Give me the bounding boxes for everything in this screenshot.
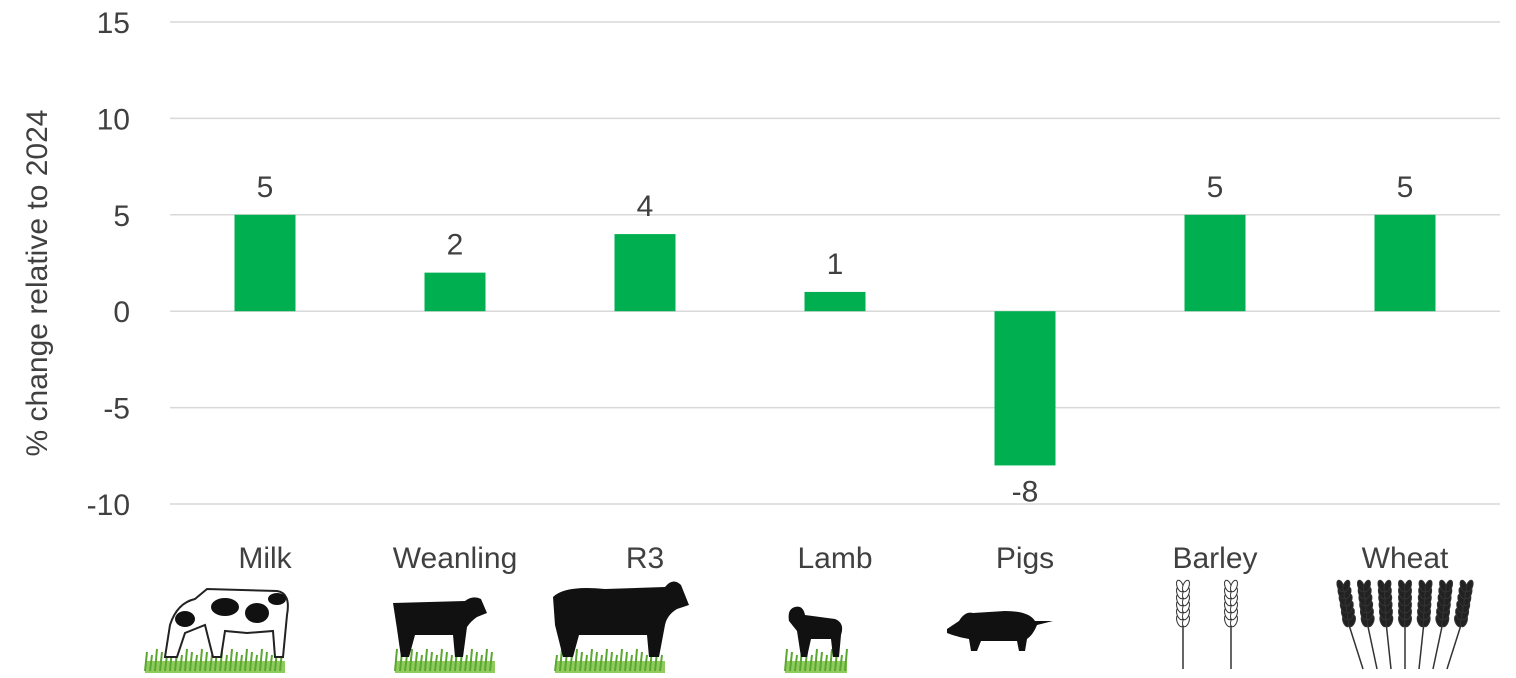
dairy-cow-icon (144, 587, 289, 673)
y-tick-label: 15 (97, 7, 130, 40)
y-tick-label: 0 (113, 296, 130, 329)
x-label-milk: Milk (238, 542, 292, 575)
bar-wheat (1374, 214, 1436, 312)
barley-icon (1176, 579, 1238, 669)
bar-weanling (424, 272, 486, 312)
x-axis-labels: Milk Weanling R3 Lamb Pigs Barley Wheat (238, 542, 1449, 575)
data-label-milk: 5 (257, 171, 274, 204)
data-label-pigs: -8 (1012, 475, 1039, 508)
data-label-weanling: 2 (447, 229, 464, 262)
y-axis-title: % change relative to 2024 (21, 110, 54, 457)
bar-barley (1184, 214, 1246, 312)
gridlines (170, 21, 1500, 505)
x-label-wheat: Wheat (1362, 542, 1449, 575)
y-axis-ticks: 15 10 5 0 -5 -10 (87, 7, 130, 522)
pig-icon (947, 611, 1053, 651)
beef-cattle-icon (553, 581, 689, 673)
x-label-weanling: Weanling (393, 542, 518, 575)
y-tick-label: 5 (113, 200, 130, 233)
wheat-icon (1336, 579, 1474, 670)
data-label-wheat: 5 (1397, 171, 1414, 204)
bar-r3 (614, 234, 676, 312)
x-label-r3: R3 (626, 542, 664, 575)
bars (234, 214, 1436, 466)
y-tick-label: -10 (87, 489, 130, 522)
data-labels: 5 2 4 1 -8 5 5 (257, 171, 1414, 509)
data-label-r3: 4 (637, 190, 654, 223)
y-tick-label: 10 (97, 103, 130, 136)
lamb-icon (784, 606, 848, 673)
weanling-calf-icon (393, 597, 495, 673)
y-tick-label: -5 (103, 393, 130, 426)
x-label-barley: Barley (1172, 542, 1257, 575)
data-label-lamb: 1 (827, 248, 844, 281)
data-label-barley: 5 (1207, 171, 1224, 204)
category-icons (144, 579, 1474, 673)
bar-pigs (994, 311, 1056, 466)
bar-milk (234, 214, 296, 312)
x-label-pigs: Pigs (996, 542, 1054, 575)
bar-lamb (804, 291, 866, 312)
x-label-lamb: Lamb (797, 542, 872, 575)
